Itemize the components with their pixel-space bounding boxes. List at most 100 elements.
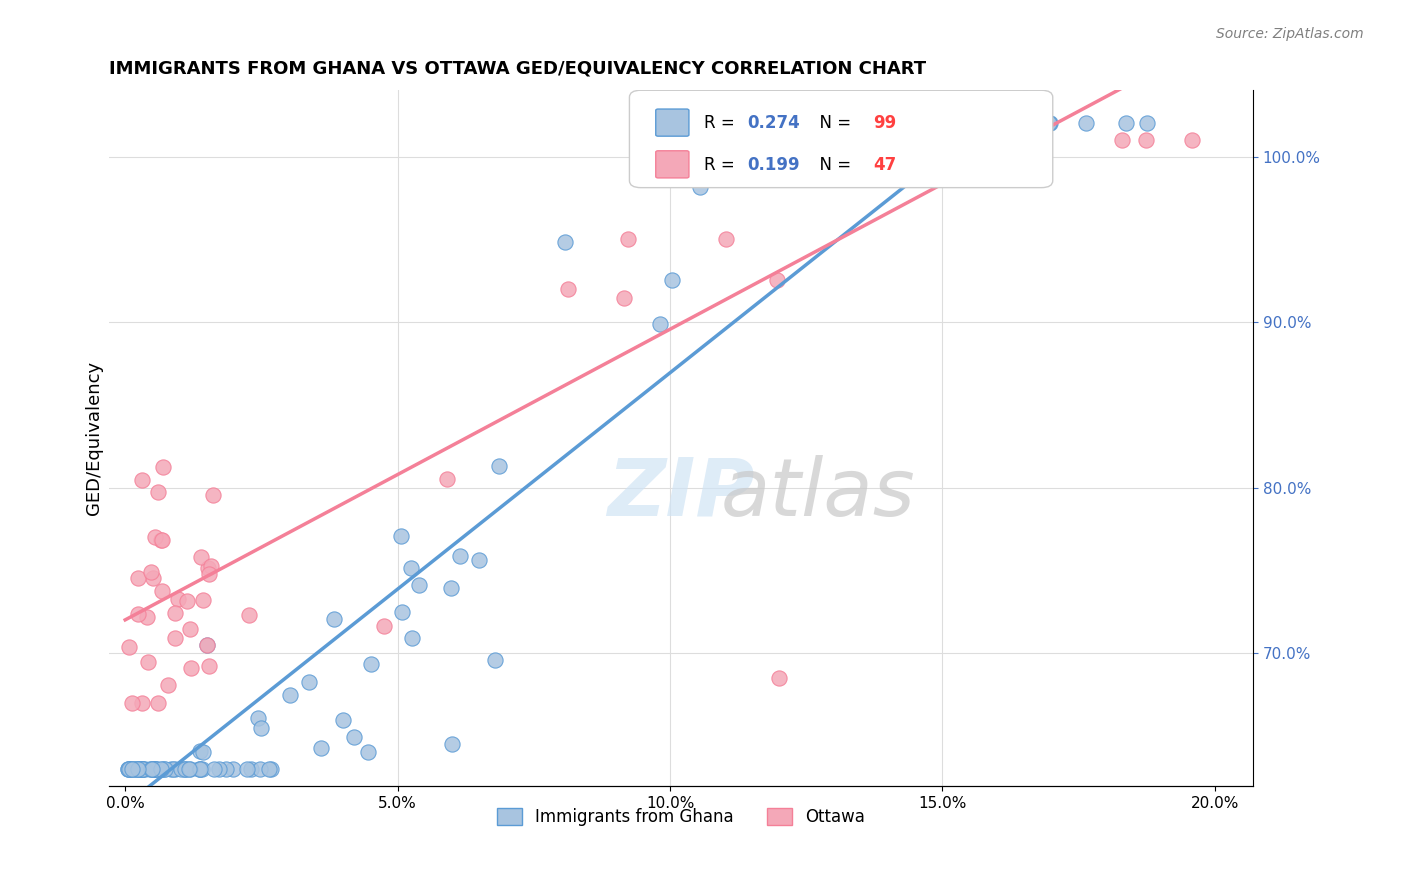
- Point: [148, 485, 170, 500]
- Point: [117, 762, 139, 776]
- Point: [128, 762, 150, 776]
- Point: [200, 559, 222, 574]
- Point: [278, 688, 301, 702]
- Point: [236, 762, 259, 776]
- Point: [488, 459, 510, 474]
- Point: [180, 661, 202, 675]
- Text: 0.274: 0.274: [747, 114, 800, 132]
- Point: [860, 116, 883, 130]
- Point: [139, 762, 162, 776]
- Point: [436, 472, 458, 486]
- Point: [408, 578, 430, 592]
- Point: [152, 459, 174, 474]
- Point: [131, 762, 153, 776]
- Point: [357, 745, 380, 759]
- Point: [259, 762, 281, 776]
- Point: [716, 232, 738, 246]
- Point: [343, 730, 366, 744]
- Point: [246, 711, 269, 725]
- Point: [176, 594, 198, 608]
- Point: [150, 533, 173, 547]
- Point: [170, 762, 193, 776]
- Point: [152, 762, 174, 776]
- Point: [155, 762, 177, 776]
- Point: [391, 605, 413, 619]
- Point: [128, 762, 150, 776]
- Point: [766, 273, 789, 287]
- Point: [238, 608, 260, 623]
- Point: [714, 144, 737, 158]
- Point: [174, 762, 197, 776]
- Point: [983, 116, 1005, 130]
- Point: [143, 530, 166, 544]
- Point: [141, 762, 163, 776]
- Point: [146, 762, 169, 776]
- Point: [150, 762, 173, 776]
- Point: [132, 762, 155, 776]
- Point: [399, 560, 422, 574]
- Point: [893, 133, 915, 147]
- Point: [166, 591, 188, 606]
- Text: N =: N =: [808, 114, 856, 132]
- Point: [138, 762, 160, 776]
- Point: [143, 762, 166, 776]
- Point: [554, 235, 576, 250]
- Point: [1002, 116, 1025, 130]
- Point: [163, 632, 186, 646]
- Point: [179, 762, 201, 776]
- Text: ZIP: ZIP: [607, 455, 755, 533]
- Point: [162, 762, 184, 776]
- Point: [988, 116, 1011, 130]
- Point: [322, 612, 344, 626]
- Point: [1111, 133, 1133, 147]
- Point: [163, 606, 186, 620]
- Point: [152, 762, 174, 776]
- Point: [127, 762, 149, 776]
- Point: [190, 549, 212, 564]
- Point: [666, 116, 689, 130]
- Point: [131, 762, 153, 776]
- Point: [121, 696, 143, 710]
- Point: [704, 133, 727, 147]
- Y-axis label: GED/Equivalency: GED/Equivalency: [86, 361, 103, 515]
- Point: [1029, 116, 1052, 130]
- Point: [195, 638, 218, 652]
- Point: [131, 762, 153, 776]
- Point: [163, 762, 186, 776]
- Point: [117, 762, 139, 776]
- Point: [188, 744, 211, 758]
- Point: [925, 116, 948, 130]
- Text: R =: R =: [704, 114, 740, 132]
- Point: [179, 623, 201, 637]
- Point: [239, 762, 262, 776]
- Point: [1115, 116, 1137, 130]
- Point: [198, 658, 221, 673]
- Point: [617, 232, 640, 246]
- Point: [125, 762, 148, 776]
- Point: [132, 762, 155, 776]
- Point: [145, 762, 167, 776]
- Point: [127, 570, 149, 584]
- Point: [689, 179, 711, 194]
- Text: N =: N =: [808, 156, 856, 174]
- Point: [440, 581, 463, 595]
- Point: [468, 553, 491, 567]
- Text: IMMIGRANTS FROM GHANA VS OTTAWA GED/EQUIVALENCY CORRELATION CHART: IMMIGRANTS FROM GHANA VS OTTAWA GED/EQUI…: [108, 60, 927, 78]
- Point: [449, 549, 471, 563]
- Text: 0.199: 0.199: [747, 156, 800, 174]
- Point: [142, 762, 165, 776]
- Point: [122, 762, 145, 776]
- Point: [748, 116, 770, 130]
- Point: [173, 762, 195, 776]
- Point: [661, 273, 683, 287]
- Point: [650, 318, 672, 332]
- Point: [157, 678, 180, 692]
- Point: [484, 653, 506, 667]
- Point: [190, 762, 212, 776]
- Point: [557, 282, 579, 296]
- Point: [215, 762, 238, 776]
- Point: [828, 116, 851, 130]
- Point: [191, 746, 214, 760]
- Text: R =: R =: [704, 156, 740, 174]
- Point: [1039, 116, 1062, 130]
